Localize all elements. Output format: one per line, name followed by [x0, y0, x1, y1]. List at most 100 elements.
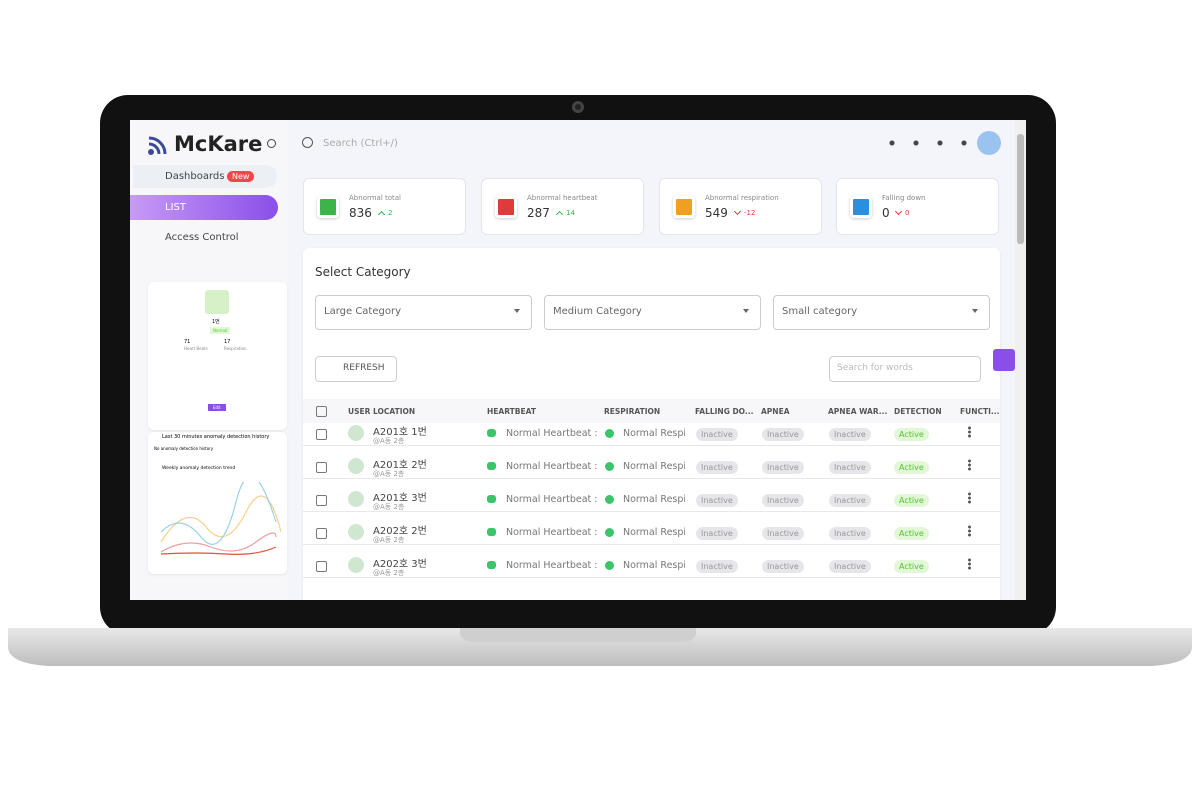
stat-label: Abnormal respiration — [705, 194, 779, 202]
heartbeat: Normal Heartbeat : — [506, 494, 598, 505]
status-active: Active — [894, 461, 929, 474]
dropdown-arrow — [514, 309, 520, 316]
location-sub: @A동 2층 — [373, 536, 405, 544]
heart-icon — [487, 561, 496, 569]
checkbox[interactable] — [316, 429, 327, 440]
badge: New — [227, 171, 255, 182]
status-active: Active — [894, 527, 929, 540]
column-header: RESPIRATION — [604, 407, 661, 416]
row-avatar — [348, 458, 364, 474]
dropdown-arrow — [972, 309, 978, 316]
checkbox[interactable] — [316, 495, 327, 506]
row-menu[interactable] — [968, 558, 971, 570]
select[interactable] — [315, 295, 532, 330]
heartbeat: Normal Heartbeat : — [506, 428, 598, 439]
heartbeat: Normal Heartbeat : — [506, 461, 598, 472]
scrollbar — [1015, 120, 1026, 600]
history-card: Last 30 minutes anomaly detection histor… — [148, 432, 287, 574]
status-pill: Inactive — [829, 494, 871, 507]
user-avatar[interactable] — [977, 131, 1001, 155]
row-avatar — [348, 425, 364, 441]
edit-button[interactable]: Edit — [208, 404, 226, 411]
nav-dashboards[interactable] — [133, 165, 277, 188]
profile-card: 1번 Normal Edit — [148, 282, 287, 430]
row-menu[interactable] — [968, 492, 971, 504]
column-header: APNEA WAR... — [828, 407, 888, 416]
word-search[interactable] — [829, 356, 981, 382]
status: Normal — [210, 327, 231, 334]
checkbox[interactable] — [316, 462, 327, 473]
row-menu[interactable] — [968, 525, 971, 537]
stat-change: 2 — [388, 209, 393, 217]
column-header: HEARTBEAT — [487, 407, 536, 416]
column-header: USER LOCATION — [348, 407, 416, 416]
status-pill: Inactive — [829, 527, 871, 540]
refresh-button[interactable] — [315, 356, 397, 382]
resp-icon — [605, 528, 614, 537]
search-input[interactable]: Search (Ctrl+/) — [323, 138, 398, 149]
column-header: APNEA — [761, 407, 790, 416]
row-menu[interactable] — [968, 426, 971, 438]
stat-value: 0 — [882, 206, 890, 220]
select[interactable] — [773, 295, 990, 330]
respiration: Normal Respi — [623, 527, 685, 538]
profile-name: 1번 — [212, 319, 220, 325]
status-pill: Inactive — [829, 560, 871, 573]
status-pill: Inactive — [696, 461, 738, 474]
profile-stat-label: Heart Beats — [184, 346, 208, 351]
table-header — [303, 399, 1000, 423]
location: A202호 3번 — [373, 559, 427, 570]
column-header: DETECTION — [894, 407, 942, 416]
stat-icon — [850, 196, 872, 218]
stat-change: 0 — [905, 209, 910, 217]
checkbox[interactable] — [316, 528, 327, 539]
profile-stat-value: 71 — [184, 339, 191, 345]
location: A202호 2번 — [373, 526, 427, 537]
toolbar-icons[interactable] — [880, 136, 970, 150]
settings-button[interactable] — [993, 349, 1015, 371]
stat-label: Abnormal heartbeat — [527, 194, 598, 202]
status-pill: Inactive — [696, 494, 738, 507]
respiration: Normal Respi — [623, 428, 685, 439]
respiration: Normal Respi — [623, 461, 685, 472]
location: A201호 2번 — [373, 460, 427, 471]
search-icon — [302, 137, 313, 148]
heart-icon — [487, 528, 496, 536]
heart-icon — [487, 462, 496, 470]
stat-icon — [673, 196, 695, 218]
select[interactable] — [544, 295, 761, 330]
avatar — [205, 290, 229, 314]
profile-stat-label: Respiration — [224, 346, 247, 351]
status-pill: Inactive — [696, 527, 738, 540]
heartbeat: Normal Heartbeat : — [506, 560, 598, 571]
status-active: Active — [894, 428, 929, 441]
resp-icon — [605, 495, 614, 504]
stat-label: Falling down — [882, 194, 926, 202]
history-empty: No anomaly detection history — [154, 446, 214, 451]
nav-list[interactable] — [130, 195, 278, 220]
row-menu[interactable] — [968, 459, 971, 471]
column-header: FUNCTI... — [960, 407, 1000, 416]
section-title: Select Category — [315, 265, 411, 279]
status-active: Active — [894, 560, 929, 573]
row-avatar — [348, 524, 364, 540]
trend-chart — [160, 482, 281, 555]
stat-value: 287 — [527, 206, 550, 220]
respiration: Normal Respi — [623, 494, 685, 505]
pin[interactable] — [267, 139, 276, 148]
select-label: Medium Category — [553, 306, 642, 317]
checkbox[interactable] — [316, 561, 327, 572]
resp-icon — [605, 429, 614, 438]
checkbox[interactable] — [316, 406, 327, 417]
history-title: Last 30 minutes anomaly detection histor… — [162, 434, 270, 440]
location-sub: @A동 2층 — [373, 503, 405, 511]
logo-icon — [148, 136, 167, 155]
status-pill: Inactive — [829, 428, 871, 441]
select-label: Small category — [782, 306, 858, 317]
location: A201호 1번 — [373, 427, 427, 438]
nav-label: LIST — [165, 202, 186, 213]
nav-label[interactable]: Access Control — [165, 232, 239, 243]
column-header: FALLING DO... — [695, 407, 754, 416]
row-line — [303, 445, 1000, 446]
